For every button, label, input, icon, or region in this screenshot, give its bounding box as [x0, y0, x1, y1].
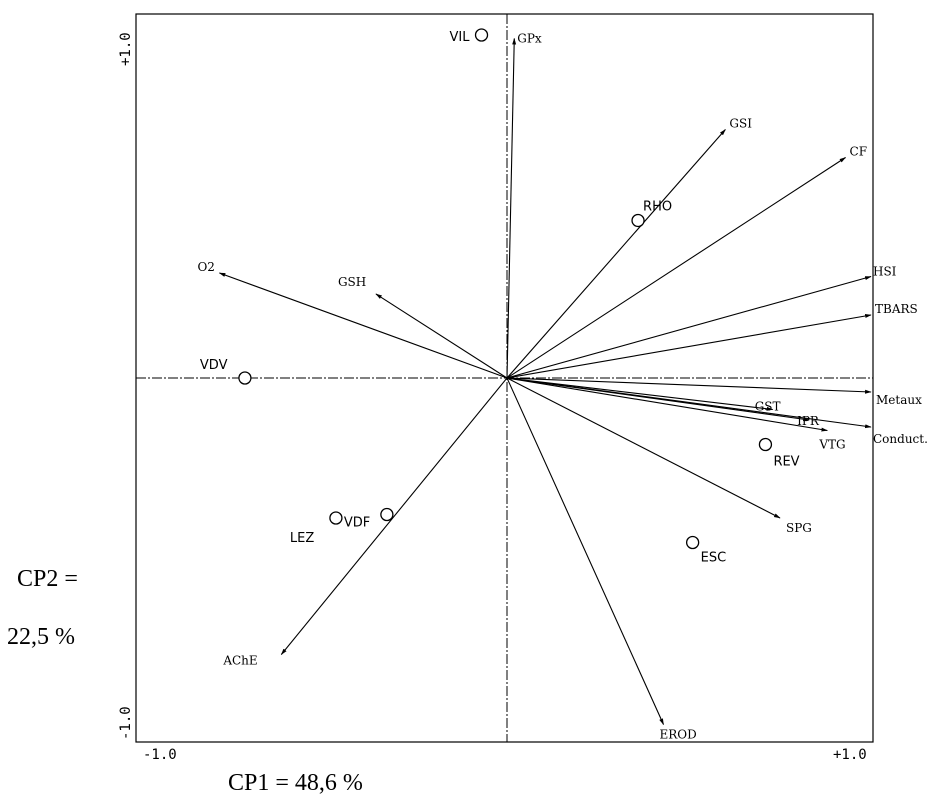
loading-vector-o2 [218, 272, 508, 379]
loading-vector-tbars [506, 314, 872, 379]
site-point-vil [474, 28, 489, 42]
loading-label-ipr: IPR [797, 414, 820, 428]
loading-vector-cf [506, 157, 847, 379]
loading-label-o2: O2 [197, 260, 214, 274]
loading-vector-metaux [506, 377, 872, 394]
loading-label-hsi: HSI [873, 265, 897, 279]
site-label-vil: VIL [450, 30, 471, 45]
loading-vector-spg [506, 377, 781, 519]
x-tick-max: +1.0 [833, 747, 867, 763]
site-label-rho: RHO [643, 200, 672, 215]
loading-vector-ache [280, 377, 508, 656]
loading-vector-gsh [375, 293, 508, 379]
loading-vector-erod [506, 377, 665, 726]
site-label-vdv: VDV [200, 358, 228, 373]
site-label-esc: ESC [701, 551, 727, 566]
site-point-lez [329, 511, 343, 525]
loading-vector-gsi [506, 129, 726, 379]
site-label-rev: REV [773, 455, 799, 470]
loading-label-spg: SPG [786, 521, 812, 535]
site-scores: VIL RHO VDV REV ESC LEZ VDF [200, 28, 800, 566]
loading-label-gst: GST [755, 400, 781, 414]
site-point-vdf [380, 507, 394, 522]
site-label-lez: LEZ [290, 531, 314, 546]
site-point-esc [685, 535, 700, 550]
loading-vector-vtg [506, 377, 828, 432]
loading-vector-gst [506, 377, 774, 411]
loading-label-gsi: GSI [729, 117, 752, 131]
loading-label-tbars: TBARS [875, 302, 918, 316]
loading-label-gpx: GPx [517, 32, 542, 46]
loading-label-metaux: Metaux [876, 393, 922, 407]
site-label-vdf: VDF [344, 516, 370, 531]
loading-vector-hsi [506, 275, 872, 379]
loading-vector-gpx [506, 37, 517, 379]
site-point-rho [631, 213, 645, 228]
y-axis-label-line1: CP2 = [17, 566, 78, 592]
x-tick-min: -1.0 [143, 747, 177, 763]
loading-label-erod: EROD [660, 728, 697, 742]
y-tick-min: -1.0 [118, 706, 134, 740]
site-point-rev [758, 437, 773, 452]
variable-loadings: GPx GSI CF HSI TBARS Metaux Conduct. VTG IPR GST S… [197, 32, 927, 742]
loading-label-gsh: GSH [338, 275, 366, 289]
y-tick-max: +1.0 [118, 32, 134, 66]
loading-label-cf: CF [850, 145, 868, 159]
loading-label-vtg: VTG [818, 438, 845, 452]
loading-label-ache: AChE [222, 654, 257, 668]
loading-vector-ipr [506, 377, 810, 422]
y-axis-label-line2: 22,5 % [7, 624, 75, 650]
site-point-vdv [238, 371, 252, 385]
loading-label-conduct: Conduct. [873, 432, 928, 446]
x-axis-label: CP1 = 48,6 % [228, 770, 363, 796]
